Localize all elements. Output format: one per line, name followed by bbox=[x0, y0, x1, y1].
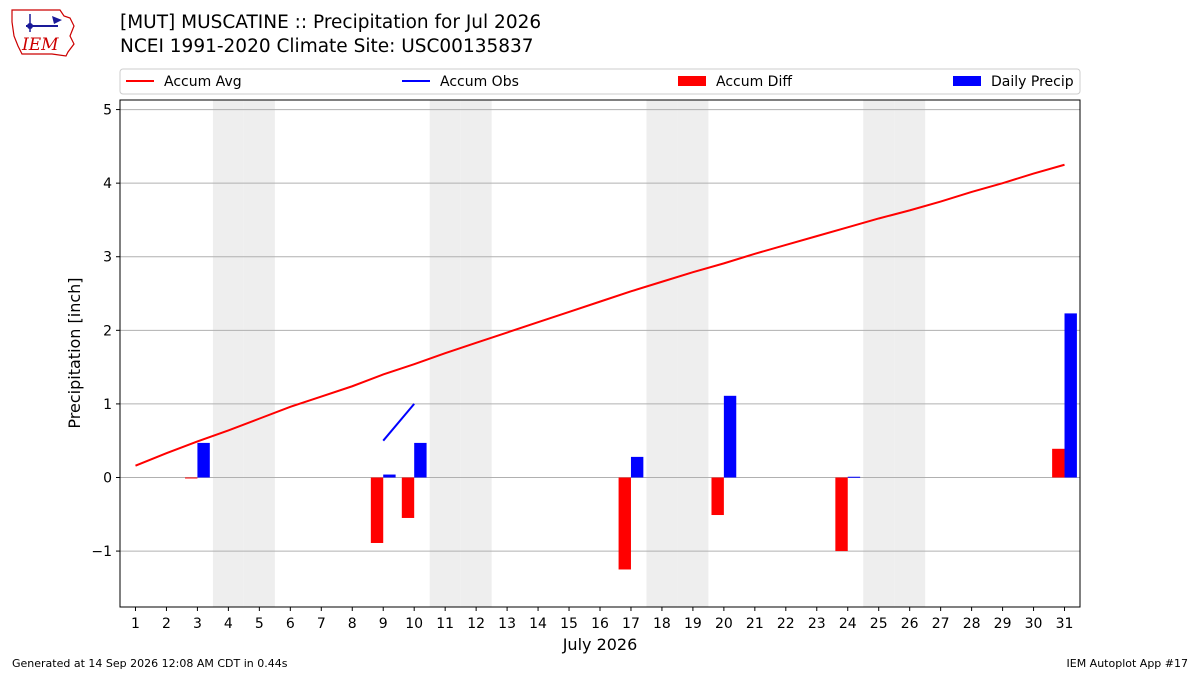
x-tick-label: 29 bbox=[994, 616, 1012, 632]
daily-precip-bar-day-20 bbox=[723, 395, 737, 478]
daily-precip-bar-day-3 bbox=[197, 442, 210, 478]
x-tick-label: 23 bbox=[808, 616, 826, 632]
x-tick-label: 22 bbox=[777, 616, 795, 632]
gridlines bbox=[120, 109, 1080, 552]
x-tick-label: 10 bbox=[405, 616, 423, 632]
x-tick-label: 6 bbox=[286, 616, 295, 632]
x-tick-label: 7 bbox=[317, 616, 326, 632]
accum-diff-bar-day-24 bbox=[835, 477, 848, 552]
x-tick-label: 16 bbox=[591, 616, 609, 632]
daily-precip-bar-day-10 bbox=[414, 442, 427, 478]
legend-swatch-daily-precip bbox=[953, 76, 981, 86]
x-tick-label: 31 bbox=[1056, 616, 1074, 632]
weekend-shade-day-26 bbox=[894, 100, 926, 607]
legend-label-accum-avg: Accum Avg bbox=[164, 74, 242, 90]
x-tick-label: 26 bbox=[901, 616, 919, 632]
x-tick-label: 28 bbox=[963, 616, 981, 632]
x-tick-label: 30 bbox=[1025, 616, 1043, 632]
iem-logo: IEM bbox=[11, 9, 75, 57]
weekend-shade-day-4 bbox=[212, 100, 244, 607]
accum-diff-bar-day-3 bbox=[185, 477, 198, 479]
accum-diff-bar-day-20 bbox=[711, 477, 724, 516]
lines bbox=[135, 163, 1065, 467]
x-tick-label: 3 bbox=[193, 616, 202, 632]
daily-precip-bar-day-31 bbox=[1064, 313, 1077, 478]
y-tick-label: 1 bbox=[103, 397, 112, 413]
accum-avg-line bbox=[135, 163, 1065, 467]
weekend-shade-day-5 bbox=[243, 100, 275, 607]
y-axis-ticks: −1 0 1 2 3 4 5 bbox=[91, 103, 120, 560]
chart-subtitle: NCEI 1991-2020 Climate Site: USC00135837 bbox=[120, 36, 534, 57]
generated-timestamp: Generated at 14 Sep 2026 12:08 AM CDT in… bbox=[12, 657, 288, 670]
x-axis-ticks: 1 2 3 4 5 6 7 8 9 10 11 12 13 14 15 16 17 18 19 20 21 22 23 24 2… bbox=[131, 607, 1073, 632]
daily-precip-bar-day-24 bbox=[847, 476, 861, 478]
x-tick-label: 27 bbox=[932, 616, 950, 632]
daily-precip-bar-day-17 bbox=[630, 456, 644, 478]
y-tick-label: 2 bbox=[103, 323, 112, 339]
x-tick-label: 17 bbox=[622, 616, 640, 632]
y-tick-label: 5 bbox=[103, 103, 112, 119]
y-axis-label: Precipitation [inch] bbox=[65, 277, 84, 428]
x-tick-label: 14 bbox=[529, 616, 547, 632]
y-tick-label: 3 bbox=[103, 250, 112, 266]
legend-label-daily-precip: Daily Precip bbox=[991, 74, 1074, 90]
x-tick-label: 1 bbox=[131, 616, 140, 632]
legend-label-accum-obs: Accum Obs bbox=[440, 74, 519, 90]
y-tick-label: 4 bbox=[103, 176, 112, 192]
legend-box bbox=[119, 68, 1081, 95]
y-tick-label: 0 bbox=[103, 470, 112, 486]
legend: Accum Avg Accum Obs Accum Diff Daily Pre… bbox=[119, 68, 1081, 95]
weekend-shade-day-25 bbox=[863, 100, 895, 607]
legend-label-accum-diff: Accum Diff bbox=[716, 74, 792, 90]
x-tick-label: 8 bbox=[348, 616, 357, 632]
y-tick-label: −1 bbox=[91, 544, 112, 560]
x-tick-label: 2 bbox=[162, 616, 171, 632]
weekend-shade-day-12 bbox=[460, 100, 492, 607]
accum-obs-line bbox=[382, 403, 415, 442]
weekend-shade-day-19 bbox=[677, 100, 709, 607]
x-tick-label: 11 bbox=[436, 616, 454, 632]
x-tick-label: 12 bbox=[467, 616, 485, 632]
bars bbox=[185, 313, 1077, 570]
legend-swatch-accum-diff bbox=[678, 76, 706, 86]
x-tick-label: 24 bbox=[839, 616, 857, 632]
app-credit: IEM Autoplot App #17 bbox=[1066, 657, 1189, 670]
x-tick-label: 15 bbox=[560, 616, 578, 632]
x-tick-label: 21 bbox=[746, 616, 764, 632]
x-tick-label: 18 bbox=[653, 616, 671, 632]
weekend-shading bbox=[212, 100, 926, 607]
logo-text: IEM bbox=[21, 35, 59, 55]
x-tick-label: 19 bbox=[684, 616, 702, 632]
x-tick-label: 9 bbox=[379, 616, 388, 632]
x-tick-label: 4 bbox=[224, 616, 233, 632]
accum-diff-bar-day-10 bbox=[401, 477, 415, 518]
x-tick-label: 13 bbox=[498, 616, 516, 632]
chart-title: [MUT] MUSCATINE :: Precipitation for Jul… bbox=[120, 12, 542, 33]
x-tick-label: 20 bbox=[715, 616, 733, 632]
x-tick-label: 25 bbox=[870, 616, 888, 632]
accum-diff-bar-day-17 bbox=[618, 477, 631, 570]
weekend-shade-day-18 bbox=[646, 100, 678, 607]
x-tick-label: 5 bbox=[255, 616, 264, 632]
accum-diff-bar-day-31 bbox=[1052, 448, 1065, 478]
accum-diff-bar-day-9 bbox=[370, 477, 384, 543]
x-axis-label: July 2026 bbox=[562, 635, 638, 654]
daily-precip-bar-day-9 bbox=[383, 474, 396, 478]
